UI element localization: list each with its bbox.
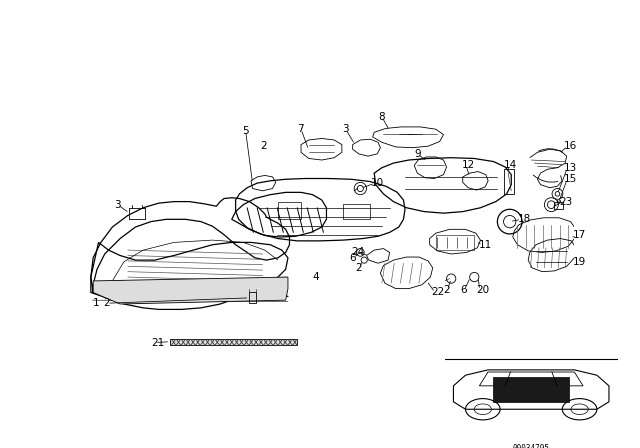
Text: 2: 2 xyxy=(444,285,450,295)
Polygon shape xyxy=(93,277,288,304)
Text: 2: 2 xyxy=(260,141,267,151)
Text: 3: 3 xyxy=(114,200,120,210)
Bar xyxy=(504,169,515,194)
Text: 8: 8 xyxy=(378,112,385,122)
Text: 1: 1 xyxy=(93,298,100,308)
Text: 11: 11 xyxy=(479,240,492,250)
Text: 24: 24 xyxy=(351,247,364,258)
Text: 20: 20 xyxy=(476,285,489,295)
Text: 18: 18 xyxy=(517,214,531,224)
Text: 17: 17 xyxy=(573,230,586,241)
Text: 23: 23 xyxy=(559,197,572,207)
Text: 14: 14 xyxy=(504,159,517,170)
Text: 15: 15 xyxy=(564,173,577,184)
Text: 7: 7 xyxy=(297,124,304,134)
Text: 5: 5 xyxy=(242,126,248,136)
Text: 22: 22 xyxy=(431,288,444,297)
Bar xyxy=(250,293,257,303)
Text: 12: 12 xyxy=(462,159,476,170)
Text: 21: 21 xyxy=(151,337,164,348)
Text: 4: 4 xyxy=(312,272,319,282)
Text: 16: 16 xyxy=(564,141,577,151)
Text: 9: 9 xyxy=(414,149,421,159)
Polygon shape xyxy=(493,377,569,402)
Text: 2: 2 xyxy=(356,263,362,273)
Bar xyxy=(554,202,563,208)
Text: 3: 3 xyxy=(342,124,349,134)
Text: 6: 6 xyxy=(349,253,356,263)
Text: 2: 2 xyxy=(103,298,110,308)
Text: 6: 6 xyxy=(460,285,467,295)
Text: 19: 19 xyxy=(573,257,586,267)
Polygon shape xyxy=(170,340,297,345)
Text: 10: 10 xyxy=(371,178,384,188)
Text: 13: 13 xyxy=(564,163,577,173)
Text: 00034795: 00034795 xyxy=(513,444,550,448)
